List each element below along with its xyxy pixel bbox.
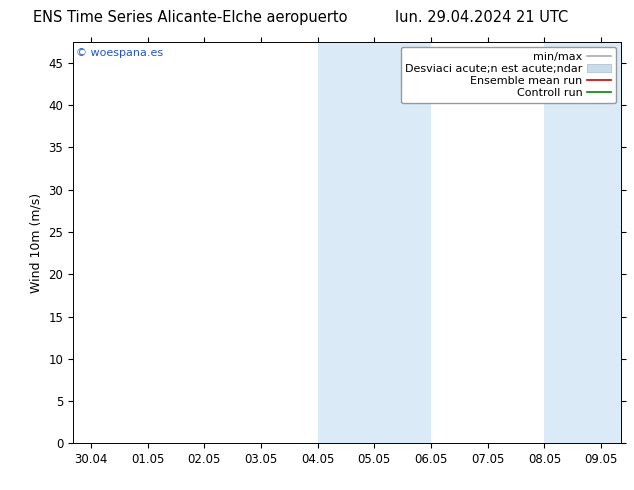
Bar bbox=[374, 42, 431, 443]
Bar bbox=[601, 42, 621, 443]
Bar bbox=[318, 42, 374, 443]
Text: ENS Time Series Alicante-Elche aeropuerto: ENS Time Series Alicante-Elche aeropuert… bbox=[33, 10, 347, 24]
Bar bbox=[545, 42, 601, 443]
Text: © woespana.es: © woespana.es bbox=[75, 48, 163, 58]
Legend: min/max, Desviaci acute;n est acute;ndar, Ensemble mean run, Controll run: min/max, Desviaci acute;n est acute;ndar… bbox=[401, 47, 616, 103]
Text: lun. 29.04.2024 21 UTC: lun. 29.04.2024 21 UTC bbox=[395, 10, 569, 24]
Y-axis label: Wind 10m (m/s): Wind 10m (m/s) bbox=[30, 193, 42, 293]
